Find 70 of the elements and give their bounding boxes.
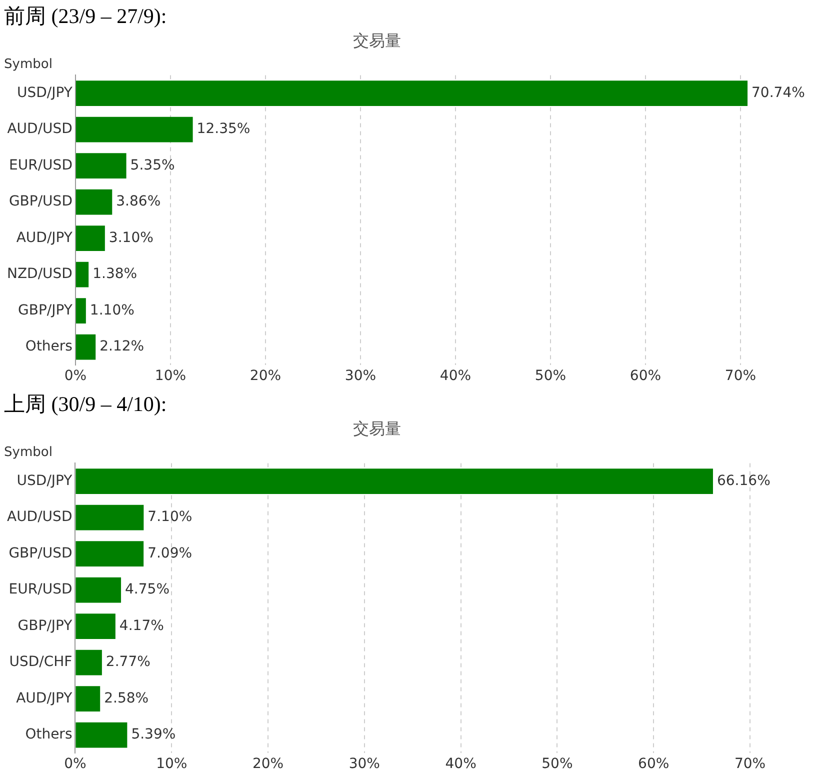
y-tick-label: EUR/USD: [8, 582, 72, 598]
data-label: 2.58%: [104, 690, 149, 706]
data-label: 5.35%: [130, 157, 175, 174]
x-tick-label: 40%: [440, 368, 472, 384]
y-tick-label: EUR/USD: [9, 157, 72, 174]
y-tick-label: AUD/JPY: [16, 690, 73, 706]
y-tick-label: USD/JPY: [16, 472, 73, 489]
bar: [76, 504, 144, 530]
x-tick-label: 60%: [638, 756, 670, 772]
y-axis-title: Symbol: [4, 57, 52, 72]
x-tick-label: 70%: [734, 756, 766, 772]
chart-title: 前周 (23/9 – 27/9):: [4, 3, 168, 28]
y-tick-label: GBP/USD: [8, 545, 72, 562]
y-tick-label: USD/JPY: [17, 84, 73, 101]
y-tick-label: AUD/USD: [6, 509, 72, 526]
data-label: 3.10%: [108, 230, 154, 246]
x-tick-label: 20%: [250, 368, 282, 384]
x-tick-label: 20%: [252, 756, 284, 772]
y-tick-label: USD/CHF: [9, 654, 72, 670]
data-label: 4.75%: [125, 582, 170, 598]
y-tick-label: NZD/USD: [6, 266, 72, 282]
bar: [76, 686, 100, 712]
data-label: 5.39%: [131, 726, 176, 743]
y-axis-title: Symbol: [4, 445, 52, 460]
bar: [76, 262, 89, 288]
x-tick-label: 40%: [445, 756, 476, 772]
bar: [76, 153, 126, 179]
y-tick-label: Others: [25, 338, 72, 355]
bar: [76, 298, 86, 324]
y-tick-label: GBP/USD: [8, 194, 72, 210]
data-label: 2.12%: [100, 338, 144, 355]
bar: [76, 468, 713, 494]
data-label: 7.09%: [148, 545, 192, 562]
x-tick-label: 10%: [156, 756, 188, 772]
data-label: 1.38%: [92, 266, 138, 282]
data-label: 1.10%: [90, 302, 134, 318]
x-tick-label: 30%: [344, 368, 376, 384]
chart-subtitle: 交易量: [353, 30, 401, 50]
chart-title: 上周 (30/9 – 4/10):: [4, 391, 168, 416]
bar: [76, 614, 116, 640]
data-label: 70.74%: [752, 84, 805, 101]
bar: [76, 226, 105, 252]
x-tick-label: 70%: [724, 368, 756, 384]
data-label: 4.17%: [119, 618, 164, 634]
bar: [76, 541, 144, 567]
data-label: 12.35%: [196, 121, 250, 138]
x-tick-label: 60%: [630, 368, 662, 384]
x-tick-label: 30%: [348, 756, 380, 772]
x-tick-label: 50%: [542, 756, 573, 772]
y-tick-label: AUD/JPY: [16, 230, 73, 246]
x-tick-label: 0%: [64, 368, 87, 384]
y-tick-label: GBP/JPY: [18, 618, 73, 634]
y-tick-label: Others: [25, 726, 72, 743]
data-label: 2.77%: [106, 654, 150, 670]
bar: [76, 189, 112, 215]
bar: [76, 722, 128, 748]
data-label: 66.16%: [716, 472, 770, 489]
y-tick-label: GBP/JPY: [18, 302, 73, 318]
bar: [76, 577, 122, 603]
bar: [76, 650, 102, 676]
chart-subtitle: 交易量: [353, 418, 401, 438]
x-tick-label: 0%: [64, 756, 86, 772]
x-tick-label: 50%: [534, 368, 566, 384]
data-label: 3.86%: [116, 194, 161, 210]
bar: [76, 80, 748, 106]
y-tick-label: AUD/USD: [7, 121, 72, 138]
bar: [76, 334, 96, 360]
x-tick-label: 10%: [154, 368, 186, 384]
bar: [76, 116, 193, 142]
data-label: 7.10%: [148, 509, 192, 526]
